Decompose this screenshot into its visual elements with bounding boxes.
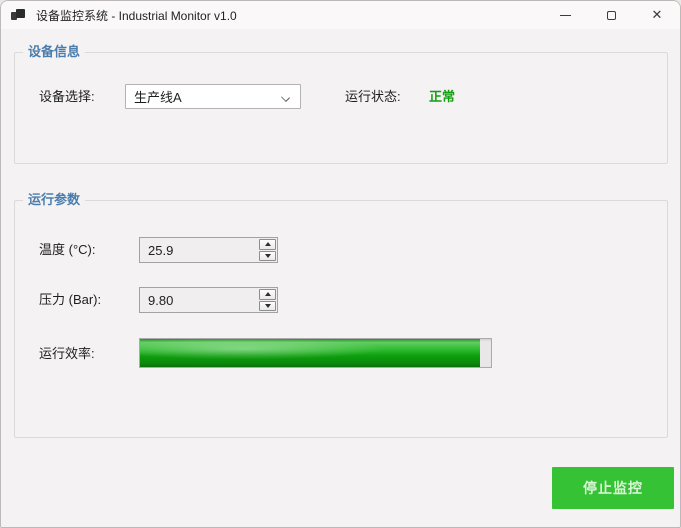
- pressure-spin-down-button[interactable]: [259, 300, 276, 311]
- arrow-down-icon: [264, 253, 271, 258]
- group-run-params-title: 运行参数: [23, 192, 86, 208]
- device-select-combobox[interactable]: 生产线A: [125, 84, 301, 109]
- temperature-stepper: [139, 237, 278, 263]
- window-controls: ✕: [542, 1, 680, 29]
- run-status-label: 运行状态:: [345, 89, 401, 104]
- efficiency-progress-fill: [140, 339, 481, 367]
- temperature-spin-buttons: [258, 238, 277, 262]
- arrow-up-icon: [264, 292, 271, 297]
- close-button[interactable]: ✕: [634, 1, 680, 29]
- pressure-stepper: [139, 287, 278, 313]
- group-run-params: 运行参数: [14, 192, 668, 438]
- efficiency-progressbar: [139, 338, 492, 368]
- window-title: 设备监控系统 - Industrial Monitor v1.0: [36, 8, 237, 23]
- arrow-down-icon: [264, 303, 271, 308]
- group-device-info-title: 设备信息: [23, 44, 86, 60]
- pressure-spin-up-button[interactable]: [259, 289, 276, 300]
- pressure-input[interactable]: [140, 288, 258, 312]
- pressure-label: 压力 (Bar):: [39, 292, 102, 307]
- efficiency-label: 运行效率:: [39, 346, 95, 361]
- minimize-button[interactable]: [542, 1, 588, 29]
- group-device-info: 设备信息: [14, 44, 668, 164]
- temperature-spin-up-button[interactable]: [259, 239, 276, 250]
- minimize-icon: [559, 14, 571, 16]
- stop-monitor-button[interactable]: 停止监控: [552, 467, 674, 509]
- pressure-spin-buttons: [258, 288, 277, 312]
- maximize-button[interactable]: [588, 1, 634, 29]
- temperature-spin-down-button[interactable]: [259, 250, 276, 261]
- app-icon: [11, 7, 27, 23]
- temperature-input[interactable]: [140, 238, 258, 262]
- close-icon: ✕: [651, 7, 663, 23]
- stop-monitor-button-label: 停止监控: [583, 480, 643, 496]
- device-select-value: 生产线A: [134, 90, 182, 105]
- title-bar[interactable]: 设备监控系统 - Industrial Monitor v1.0 ✕: [1, 1, 680, 29]
- chevron-down-icon: [282, 93, 290, 101]
- arrow-up-icon: [264, 242, 271, 247]
- device-select-label: 设备选择:: [39, 89, 95, 104]
- temperature-label: 温度 (°C):: [39, 242, 96, 257]
- maximize-icon: [606, 10, 616, 20]
- run-status-value: 正常: [429, 89, 456, 104]
